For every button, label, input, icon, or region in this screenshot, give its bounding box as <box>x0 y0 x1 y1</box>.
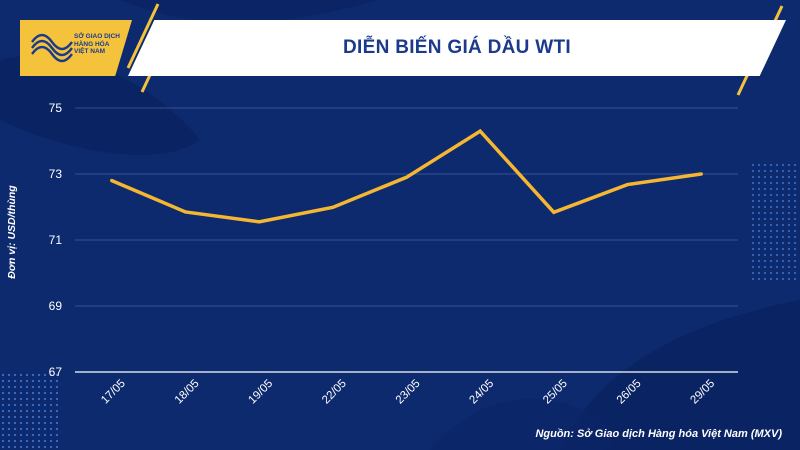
accent-stroke <box>126 3 160 69</box>
page-title: DIỄN BIẾN GIÁ DẦU WTI <box>343 37 571 58</box>
data-point <box>405 175 408 179</box>
x-tick-label: 23/05 <box>394 378 423 407</box>
data-point <box>331 205 335 209</box>
y-axis-label: Đơn vị: USD/thùng <box>6 185 18 279</box>
y-tick-label: 73 <box>49 167 63 181</box>
y-tick-label: 71 <box>49 233 63 247</box>
x-tick-label: 29/05 <box>688 378 717 407</box>
data-point <box>626 183 629 187</box>
x-tick-label: 24/05 <box>467 378 496 407</box>
data-point <box>478 129 482 133</box>
dot-pattern-left <box>0 370 58 450</box>
logo-mark-icon <box>31 33 73 63</box>
dot-pattern-right <box>750 160 800 280</box>
data-point <box>110 179 114 183</box>
y-tick-label: 69 <box>49 299 63 313</box>
x-tick-label: 26/05 <box>615 378 644 407</box>
logo-line: HÀNG HÓA <box>74 40 110 48</box>
y-tick-label: 67 <box>49 365 63 379</box>
logo-line: SỞ GIAO DỊCH <box>74 33 120 40</box>
logo-text: SỞ GIAO DỊCH HÀNG HÓA VIỆT NAM <box>74 33 136 56</box>
source-note: Nguồn: Sở Giao dịch Hàng hóa Việt Nam (M… <box>535 428 782 440</box>
x-tick-label: 22/05 <box>320 378 349 407</box>
y-tick-label: 75 <box>49 101 63 115</box>
x-tick-label: 18/05 <box>173 378 202 407</box>
data-point <box>257 220 261 224</box>
data-point <box>699 172 703 176</box>
x-tick-label: 17/05 <box>99 378 128 407</box>
data-point <box>552 210 556 214</box>
data-point <box>184 210 187 214</box>
x-tick-label: 25/05 <box>541 378 570 407</box>
logo-line: VIỆT NAM <box>74 48 106 55</box>
title-banner <box>128 20 786 76</box>
x-tick-label: 19/05 <box>246 378 275 407</box>
